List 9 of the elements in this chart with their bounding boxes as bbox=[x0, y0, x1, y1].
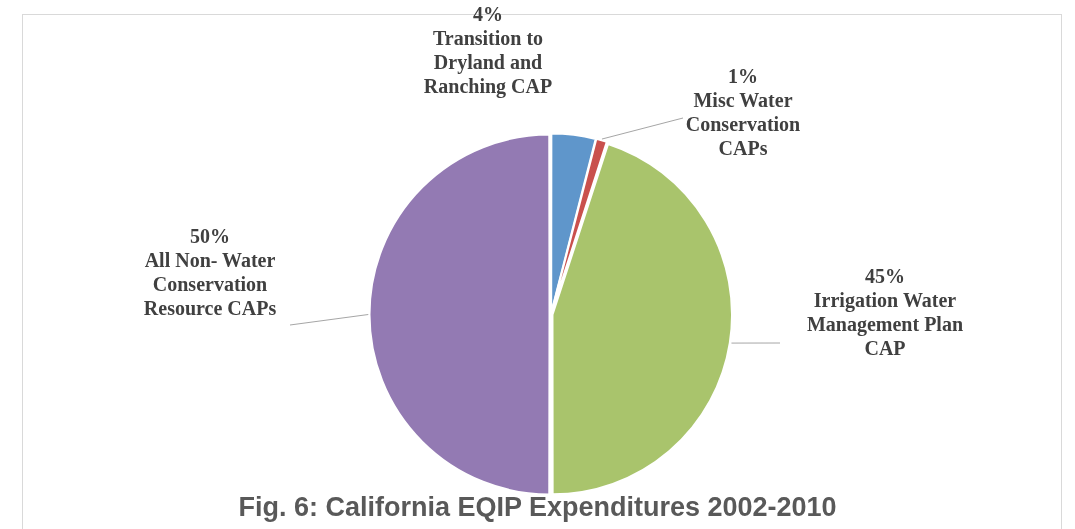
data-label: 45% bbox=[865, 265, 905, 288]
data-label: 1% bbox=[728, 65, 758, 88]
data-label: 50% bbox=[190, 225, 230, 248]
text: Fig. 6: California EQIP Expenditures 2002-2010 bbox=[237, 492, 838, 523]
slice-label: Transition to Dryland and Ranching CAP bbox=[423, 27, 553, 99]
slice-label: Misc Water Conservation CAPs bbox=[685, 89, 801, 160]
slice-label: Irrigation Water Management Plan CAP bbox=[806, 289, 964, 360]
slice-label: All Non- Water Conservation Resource CAPs bbox=[143, 249, 277, 320]
data-label: 4% bbox=[473, 3, 503, 26]
